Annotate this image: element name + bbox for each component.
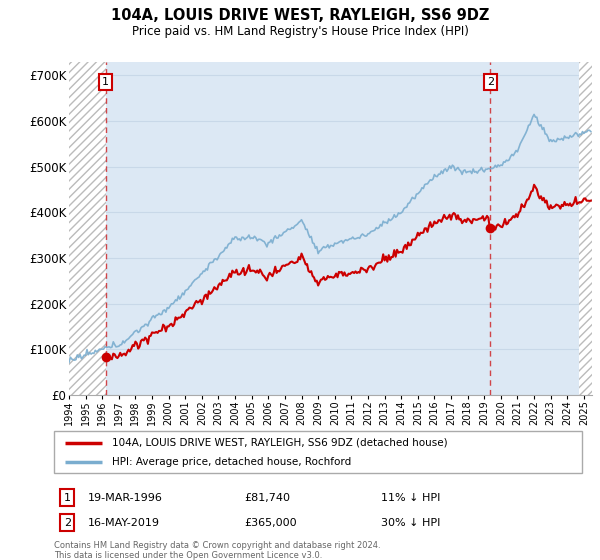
Text: 104A, LOUIS DRIVE WEST, RAYLEIGH, SS6 9DZ: 104A, LOUIS DRIVE WEST, RAYLEIGH, SS6 9D… (111, 8, 489, 24)
Bar (579, 62, 592, 395)
Text: 2: 2 (64, 517, 71, 528)
Text: 19-MAR-1996: 19-MAR-1996 (88, 493, 163, 503)
Text: £365,000: £365,000 (244, 517, 297, 528)
Bar (69, 62, 106, 395)
Text: £81,740: £81,740 (244, 493, 290, 503)
Text: Contains HM Land Registry data © Crown copyright and database right 2024.
This d: Contains HM Land Registry data © Crown c… (54, 541, 380, 560)
Text: 1: 1 (102, 77, 109, 87)
Text: 104A, LOUIS DRIVE WEST, RAYLEIGH, SS6 9DZ (detached house): 104A, LOUIS DRIVE WEST, RAYLEIGH, SS6 9D… (112, 437, 448, 447)
Bar (69, 62, 106, 395)
Text: 16-MAY-2019: 16-MAY-2019 (88, 517, 160, 528)
Bar (579, 62, 592, 395)
Text: 1: 1 (64, 493, 71, 503)
Text: 2: 2 (487, 77, 494, 87)
Text: 11% ↓ HPI: 11% ↓ HPI (382, 493, 441, 503)
Bar (69, 62, 106, 395)
FancyBboxPatch shape (54, 431, 582, 473)
Text: 30% ↓ HPI: 30% ↓ HPI (382, 517, 441, 528)
Text: Price paid vs. HM Land Registry's House Price Index (HPI): Price paid vs. HM Land Registry's House … (131, 25, 469, 38)
Text: HPI: Average price, detached house, Rochford: HPI: Average price, detached house, Roch… (112, 457, 352, 467)
